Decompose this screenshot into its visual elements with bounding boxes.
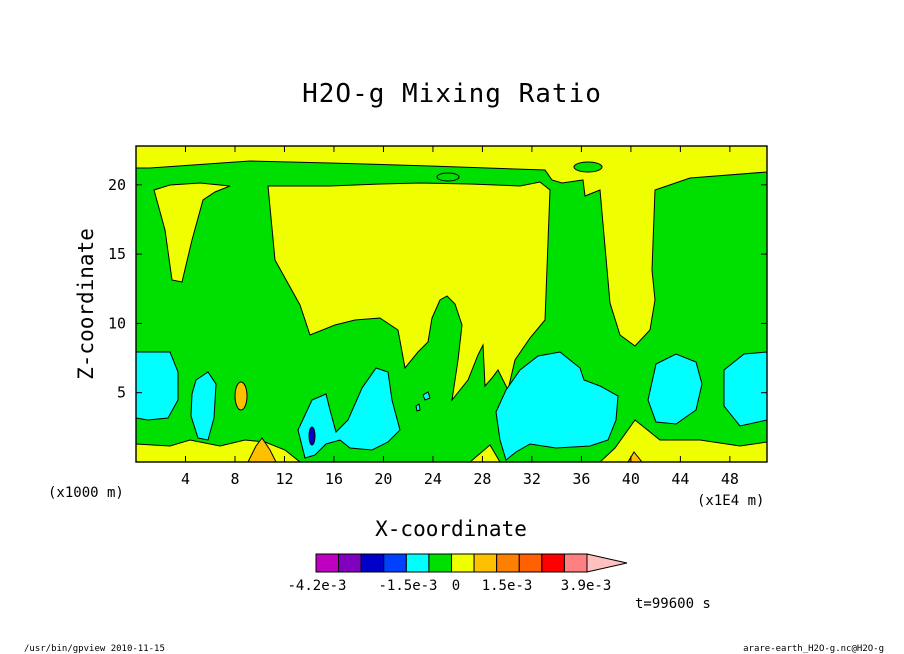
colorbar-label: -4.2e-3 [287, 578, 346, 594]
y-ticks: 5 10 15 20 [108, 176, 767, 402]
colorbar-swatch [541, 553, 565, 573]
x-tick-label: 44 [671, 470, 689, 488]
field-cyan-6 [723, 351, 767, 427]
x-ticks: 4 8 12 16 20 24 28 32 36 40 44 48 [181, 146, 739, 488]
field-orange-2 [247, 437, 277, 462]
x-axis-label: X-coordinate [375, 517, 527, 541]
x-tick-label: 16 [325, 470, 343, 488]
field-yellow-plume [136, 146, 767, 347]
field-cyan-7 [422, 391, 431, 401]
x-tick-label: 8 [230, 470, 239, 488]
x-unit-left: (x1000 m) [48, 485, 124, 501]
field-cyan-3 [297, 367, 401, 459]
colorbar-swatch [473, 553, 498, 573]
chart-title: H2O-g Mixing Ratio [302, 79, 602, 109]
x-tick-label: 48 [721, 470, 739, 488]
colorbar-swatch [405, 553, 430, 573]
field-blue-core [308, 426, 316, 446]
y-tick-label: 20 [108, 176, 126, 194]
field-green-islet-2 [573, 161, 603, 173]
colorbar-swatch [360, 553, 385, 573]
y-tick-label: 15 [108, 245, 126, 263]
field-yellow-center [267, 181, 551, 402]
field-orange-1 [234, 381, 248, 411]
x-tick-label: 20 [374, 470, 392, 488]
field-yellow-surface-2 [469, 444, 501, 462]
colorbar-swatch [563, 553, 588, 573]
colorbar-swatch [383, 553, 407, 573]
field-cyan-8 [415, 403, 421, 412]
colorbar [315, 553, 628, 573]
footer-right: arare-earth_H2O-g.nc@H2O-g [743, 644, 884, 654]
time-label: t=99600 s [635, 596, 711, 612]
colorbar-label: 1.5e-3 [482, 578, 533, 594]
x-tick-label: 36 [572, 470, 590, 488]
y-tick-label: 5 [117, 384, 126, 402]
field-cyan-4 [495, 351, 619, 461]
field-cyan-2 [190, 371, 217, 441]
x-tick-label: 24 [424, 470, 442, 488]
x-tick-label: 4 [181, 470, 190, 488]
field-green-islet-1 [436, 172, 460, 182]
field-yellow-surface-3 [599, 419, 767, 462]
x-unit-right: (x1E4 m) [697, 493, 764, 509]
field-cyan-5 [647, 353, 703, 425]
colorbar-swatch [518, 553, 543, 573]
x-tick-label: 32 [523, 470, 541, 488]
colorbar-label: 0 [452, 578, 460, 594]
colorbar-label: -1.5e-3 [378, 578, 437, 594]
colorbar-swatch [428, 553, 452, 573]
colorbar-swatch [451, 553, 475, 573]
x-tick-label: 12 [275, 470, 293, 488]
colorbar-swatch [338, 553, 362, 573]
colorbar-labels: -4.2e-3 -1.5e-3 0 1.5e-3 3.9e-3 [287, 578, 611, 594]
field-cyan-1 [136, 351, 179, 421]
plot-frame [135, 145, 768, 463]
footer-left: /usr/bin/gpview 2010-11-15 [24, 644, 165, 654]
colorbar-swatch [315, 553, 340, 573]
y-tick-label: 10 [108, 314, 126, 332]
colorbar-label: 3.9e-3 [561, 578, 612, 594]
y-axis-label: Z-coordinate [74, 228, 98, 380]
x-tick-label: 40 [622, 470, 640, 488]
colorbar-arrow [586, 553, 628, 573]
colorbar-swatch [496, 553, 520, 573]
field-yellow-left [153, 182, 231, 283]
x-tick-label: 28 [473, 470, 491, 488]
